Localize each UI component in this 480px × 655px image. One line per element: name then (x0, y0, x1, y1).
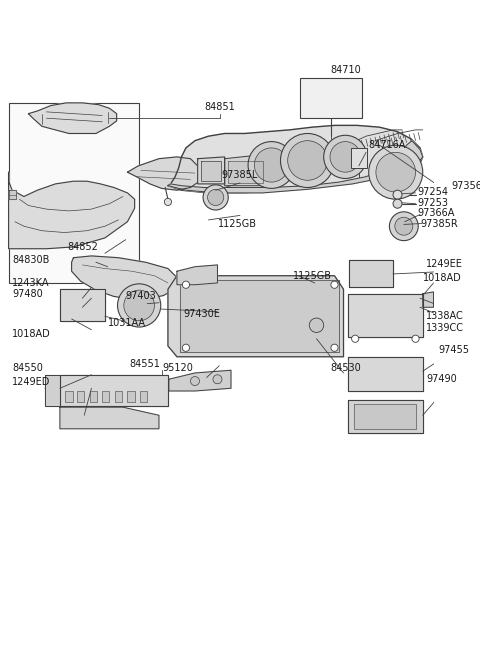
Circle shape (309, 318, 324, 333)
Circle shape (118, 284, 161, 327)
Bar (90, 391, 97, 402)
Text: 1125GB: 1125GB (292, 271, 332, 281)
Circle shape (331, 344, 338, 351)
Circle shape (393, 199, 402, 208)
Text: 97253: 97253 (417, 198, 448, 208)
Circle shape (203, 185, 228, 210)
Bar (127, 391, 134, 402)
Polygon shape (348, 293, 423, 337)
Circle shape (191, 377, 200, 386)
Polygon shape (198, 157, 225, 184)
Circle shape (389, 212, 418, 240)
Text: 1249EE: 1249EE (426, 259, 463, 269)
Circle shape (182, 281, 190, 288)
Polygon shape (349, 259, 393, 286)
Text: 1243KA: 1243KA (12, 278, 50, 288)
Text: 97455: 97455 (438, 345, 469, 354)
Bar (351, 148, 367, 168)
Polygon shape (177, 265, 217, 285)
Circle shape (393, 190, 402, 199)
Bar (300, 78, 361, 118)
Circle shape (352, 335, 359, 343)
Text: 97356: 97356 (452, 181, 480, 191)
Polygon shape (168, 141, 423, 193)
Polygon shape (354, 405, 417, 429)
Circle shape (124, 290, 155, 321)
Text: 1338AC: 1338AC (426, 311, 464, 321)
Circle shape (324, 136, 367, 179)
Polygon shape (180, 280, 339, 352)
Polygon shape (168, 276, 344, 357)
Circle shape (395, 217, 413, 235)
Polygon shape (228, 161, 264, 183)
Polygon shape (348, 357, 423, 391)
Text: 84716A: 84716A (369, 140, 406, 150)
Text: 97490: 97490 (426, 374, 457, 384)
Text: 1018AD: 1018AD (12, 329, 51, 339)
Text: 97385R: 97385R (420, 219, 458, 229)
Circle shape (164, 198, 171, 206)
Circle shape (330, 141, 360, 172)
Text: 84550: 84550 (12, 364, 43, 373)
Circle shape (412, 335, 419, 343)
Circle shape (280, 134, 335, 187)
Circle shape (369, 145, 423, 199)
Text: 84530: 84530 (330, 364, 360, 373)
Bar (115, 391, 122, 402)
Text: 84830B: 84830B (12, 255, 49, 265)
Text: 1249ED: 1249ED (12, 377, 50, 387)
Circle shape (331, 281, 338, 288)
Circle shape (207, 189, 224, 206)
Text: 97254: 97254 (417, 187, 448, 197)
Text: 1125GB: 1125GB (218, 219, 257, 229)
Text: 84551: 84551 (129, 359, 160, 369)
Circle shape (248, 141, 295, 189)
Polygon shape (225, 154, 267, 186)
Polygon shape (168, 125, 423, 193)
Polygon shape (9, 190, 16, 199)
Text: 84851: 84851 (205, 102, 236, 113)
Polygon shape (60, 407, 159, 429)
Text: 97366A: 97366A (417, 208, 455, 217)
Text: 1018AD: 1018AD (423, 272, 461, 282)
Polygon shape (28, 103, 117, 134)
Polygon shape (201, 161, 221, 181)
Bar (65, 391, 72, 402)
Polygon shape (127, 157, 200, 190)
Text: 1031AA: 1031AA (108, 318, 145, 328)
Circle shape (254, 148, 288, 182)
Text: 97480: 97480 (12, 289, 43, 299)
Bar (77, 391, 84, 402)
Polygon shape (72, 256, 177, 299)
Circle shape (182, 344, 190, 351)
Polygon shape (45, 375, 60, 406)
Text: 84852: 84852 (67, 242, 98, 252)
Polygon shape (169, 370, 231, 391)
Bar (9, 103, 139, 283)
Polygon shape (60, 375, 168, 406)
Text: 95120: 95120 (162, 364, 193, 373)
Circle shape (213, 375, 222, 384)
Polygon shape (60, 290, 105, 321)
Polygon shape (348, 400, 423, 434)
Circle shape (376, 153, 416, 192)
Text: 1339CC: 1339CC (426, 323, 464, 333)
Circle shape (288, 141, 327, 180)
Text: 84710: 84710 (330, 66, 360, 75)
Bar (102, 391, 109, 402)
Text: 97385L: 97385L (222, 170, 258, 180)
Polygon shape (423, 292, 433, 307)
Polygon shape (9, 172, 134, 249)
Text: 97403: 97403 (126, 291, 156, 301)
Bar (140, 391, 147, 402)
Text: 97430E: 97430E (183, 309, 220, 318)
